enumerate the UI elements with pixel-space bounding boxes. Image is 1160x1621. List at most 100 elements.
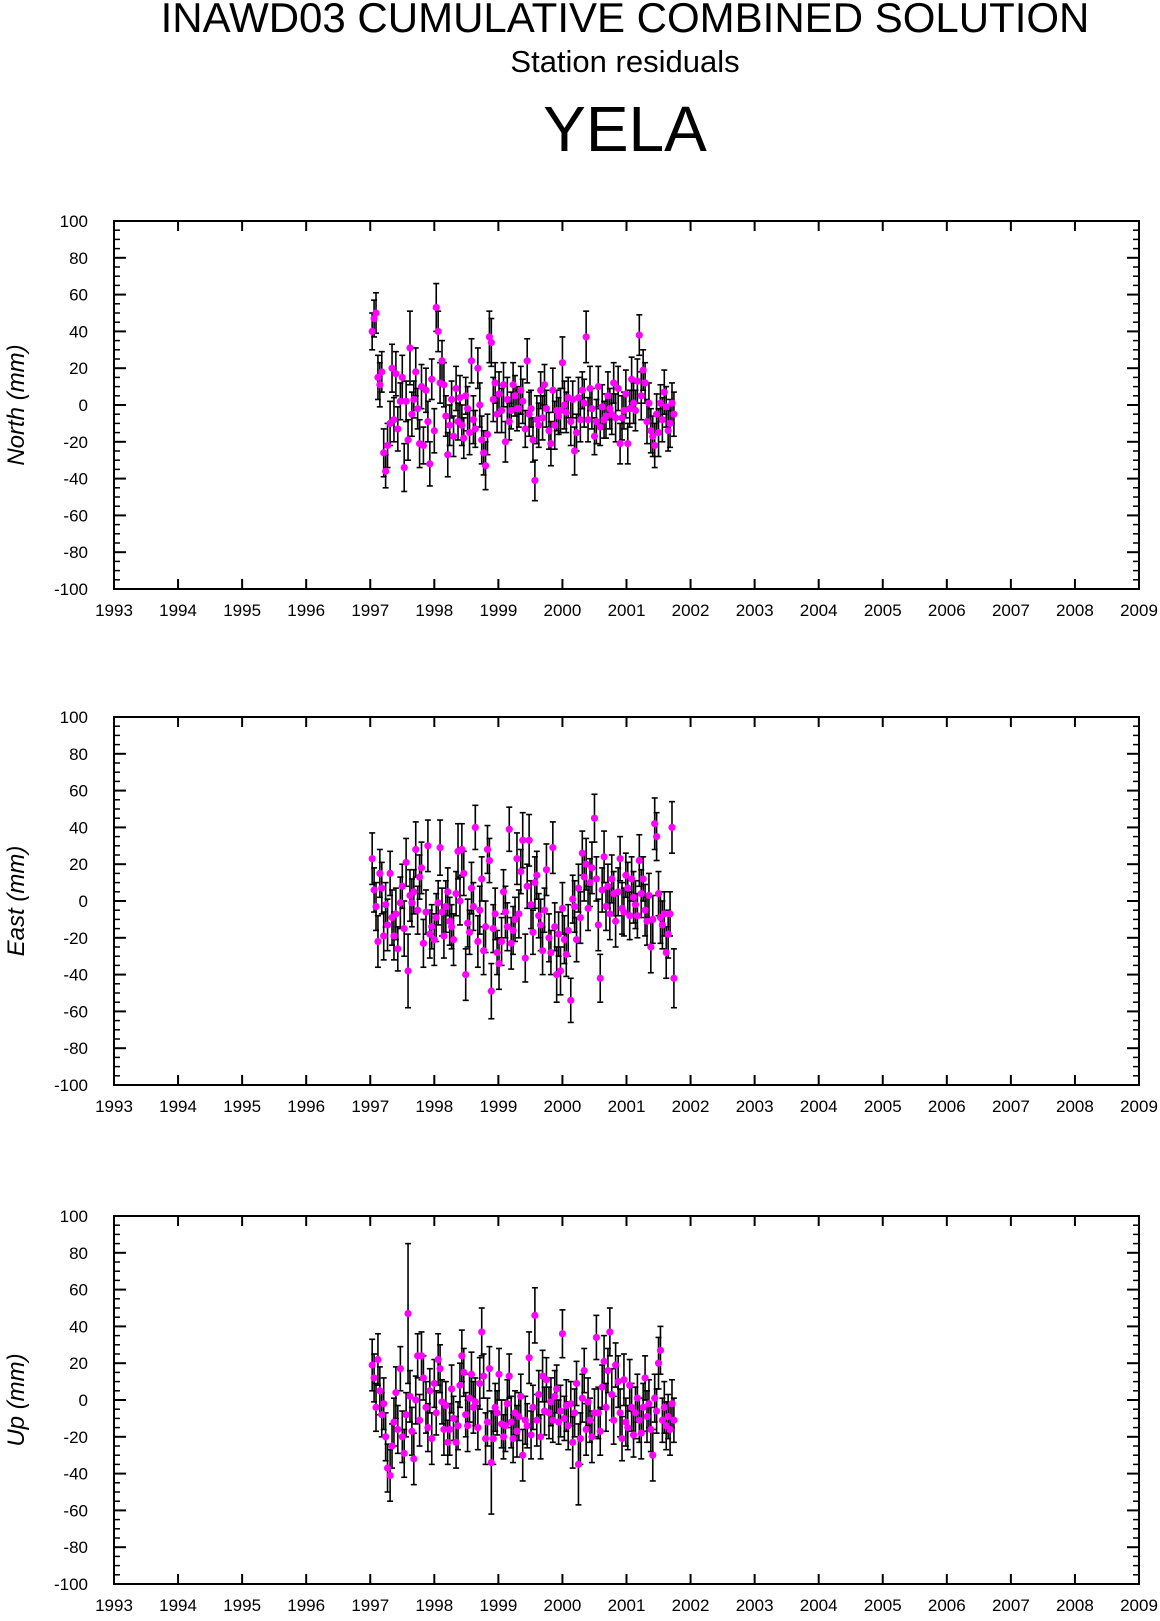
- data-point: [620, 406, 628, 415]
- data-point: [521, 954, 529, 962]
- data-point: [660, 1403, 668, 1411]
- data-point: [374, 937, 382, 946]
- data-point: [481, 462, 490, 470]
- data-point: [633, 912, 641, 920]
- y-tick-label: -20: [63, 1428, 88, 1447]
- data-point: [641, 379, 649, 387]
- data-point: [664, 930, 672, 938]
- data-point: [525, 410, 533, 418]
- data-point: [503, 923, 511, 931]
- data-point: [637, 392, 645, 400]
- y-tick-label: -60: [63, 1501, 88, 1520]
- data-point: [571, 1409, 579, 1417]
- figure-subtitle: Station residuals: [510, 44, 740, 79]
- data-point: [426, 460, 434, 468]
- data-point: [410, 1455, 418, 1463]
- data-point: [606, 910, 614, 918]
- data-point: [624, 884, 632, 892]
- x-tick-label: 2000: [544, 601, 582, 620]
- data-point: [658, 921, 666, 929]
- data-point: [584, 416, 592, 424]
- data-point: [507, 1418, 515, 1426]
- data-point: [501, 1422, 510, 1430]
- data-point: [670, 410, 678, 418]
- data-point: [618, 414, 626, 422]
- data-point: [442, 412, 450, 420]
- data-point: [368, 327, 376, 335]
- data-point: [592, 1333, 600, 1342]
- data-point: [449, 936, 458, 944]
- x-tick-label: 2001: [608, 1097, 646, 1116]
- data-point: [424, 842, 432, 850]
- data-point: [515, 405, 523, 413]
- data-point: [487, 1458, 495, 1467]
- data-point: [670, 974, 678, 982]
- data-point: [651, 1394, 659, 1402]
- data-point: [519, 397, 527, 405]
- x-tick-label: 2007: [992, 1596, 1030, 1615]
- data-point: [558, 1330, 567, 1338]
- data-point: [574, 1460, 583, 1468]
- data-point: [551, 421, 559, 429]
- y-tick-label: -80: [63, 1538, 88, 1557]
- data-point: [523, 1422, 531, 1430]
- data-point: [670, 1416, 678, 1424]
- data-point: [449, 432, 458, 440]
- data-point: [499, 888, 508, 896]
- data-point: [483, 1418, 492, 1426]
- data-point: [483, 845, 492, 854]
- data-point: [666, 419, 674, 427]
- data-point: [480, 449, 488, 457]
- data-point: [653, 1407, 661, 1415]
- data-point: [586, 384, 594, 393]
- data-point: [372, 309, 380, 317]
- data-point: [394, 945, 402, 953]
- data-point: [505, 1372, 513, 1380]
- data-point: [410, 888, 418, 896]
- data-point: [626, 912, 634, 920]
- x-tick-label: 1999: [479, 1596, 517, 1615]
- data-point: [402, 397, 410, 405]
- data-point: [449, 1414, 458, 1422]
- data-point: [430, 427, 438, 435]
- data-point: [467, 884, 476, 892]
- data-point: [372, 1403, 380, 1411]
- x-tick-label: 2009: [1120, 1596, 1158, 1615]
- data-point: [456, 1381, 464, 1389]
- data-point: [503, 1400, 511, 1408]
- data-point: [538, 947, 547, 955]
- x-tick-label: 2000: [544, 1596, 582, 1615]
- data-point: [372, 902, 380, 911]
- data-point: [464, 919, 472, 927]
- data-point: [567, 1400, 575, 1408]
- data-point: [376, 869, 384, 878]
- data-point: [533, 1416, 541, 1424]
- data-point: [390, 416, 398, 424]
- data-point: [554, 1418, 563, 1426]
- data-point: [629, 399, 638, 407]
- data-point: [622, 871, 630, 879]
- data-point: [410, 395, 418, 404]
- data-point: [415, 1416, 424, 1424]
- data-point: [428, 923, 436, 931]
- data-point: [660, 910, 668, 918]
- data-point: [456, 394, 464, 402]
- data-point: [654, 429, 663, 437]
- data-point: [654, 1359, 663, 1367]
- data-point: [531, 476, 539, 485]
- data-point: [469, 416, 477, 424]
- y-tick-label: -80: [63, 543, 88, 562]
- data-point: [388, 364, 396, 372]
- data-point: [616, 1409, 624, 1417]
- data-point: [464, 405, 472, 413]
- data-point: [662, 403, 670, 411]
- data-point: [564, 926, 572, 935]
- data-point: [398, 373, 406, 381]
- x-tick-label: 1997: [351, 1097, 389, 1116]
- x-tick-label: 2005: [864, 1596, 902, 1615]
- data-point: [434, 899, 442, 907]
- data-point: [533, 871, 541, 879]
- data-point: [560, 401, 568, 409]
- data-point: [572, 936, 581, 944]
- x-tick-label: 2002: [672, 1596, 710, 1615]
